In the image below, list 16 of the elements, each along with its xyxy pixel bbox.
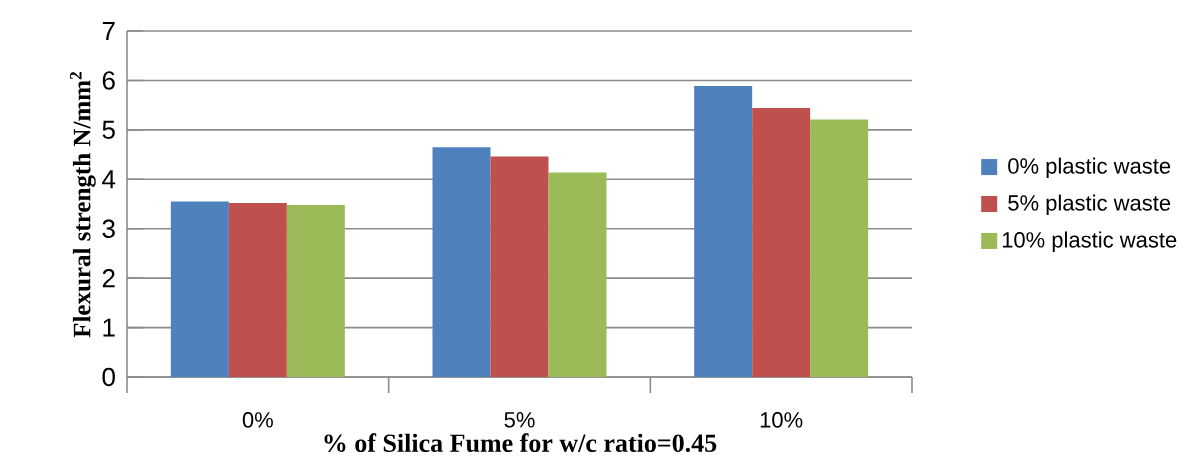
x-axis-title: % of Silica Fume for w/c ratio=0.45 bbox=[324, 433, 717, 453]
y-tick-label: 6 bbox=[102, 71, 115, 90]
y-tick-label: 4 bbox=[102, 170, 116, 189]
y-tick-label: 3 bbox=[102, 219, 115, 238]
x-tick-label: 0% bbox=[242, 412, 273, 428]
x-tick-label: 5% bbox=[504, 412, 535, 428]
y-tick-label: 2 bbox=[102, 269, 115, 288]
x-tick-label: 10% bbox=[760, 412, 803, 428]
y-tick-label: 1 bbox=[103, 318, 115, 337]
legend-label: 5% plastic waste bbox=[1008, 194, 1171, 216]
y-tick-label: 7 bbox=[102, 22, 115, 40]
legend-label: 10% plastic waste bbox=[1002, 231, 1177, 252]
legend-label: 0% plastic waste bbox=[1008, 157, 1171, 179]
y-axis-title: Flexural strength N/mm$^{2}$ bbox=[69, 71, 96, 338]
y-tick-label: 0 bbox=[102, 367, 115, 387]
y-tick-label: 5 bbox=[102, 120, 115, 139]
